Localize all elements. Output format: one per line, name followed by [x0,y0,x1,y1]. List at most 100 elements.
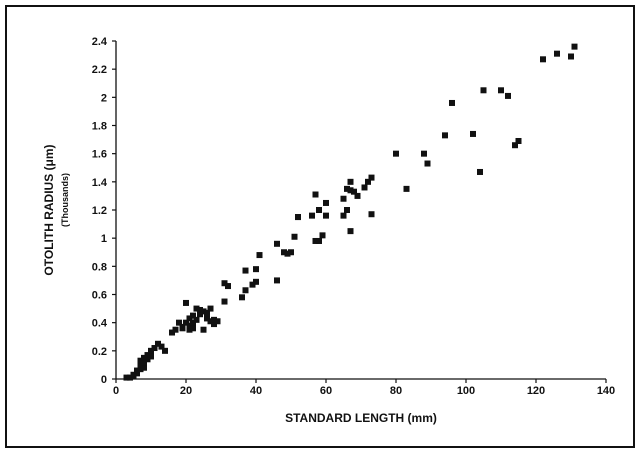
data-point [470,130,476,137]
data-point [498,87,504,94]
data-point [148,353,154,360]
data-point [211,316,217,323]
data-point [249,281,256,288]
data-point [204,309,210,316]
data-point [368,174,375,181]
x-tick-label: 40 [250,385,262,397]
data-point [197,306,203,313]
plot-area: 0 20 40 60 80 100 120 140 0 0.2 0.4 0.6 0.8 1 1.2 1.4 1.… [92,36,615,397]
data-point [176,319,182,326]
data-point [141,354,147,361]
y-tick-label: 1.6 [92,149,107,161]
data-point [183,299,189,306]
y-tick-label: 2.4 [92,36,108,48]
data-point [312,191,319,198]
x-tick-label: 140 [597,385,615,397]
data-point [207,318,214,325]
data-point [368,211,375,218]
data-point [183,319,189,326]
x-tick-label: 100 [457,385,475,397]
data-point [123,374,130,381]
data-point [361,184,368,191]
data-point [421,150,427,157]
data-point [515,137,522,144]
data-point [144,356,151,363]
data-point [137,366,144,373]
data-point [130,371,137,378]
data-point [393,150,399,157]
y-tick-label: 0.4 [92,318,108,330]
data-point [211,321,217,328]
data-point [347,228,354,235]
data-point [312,237,319,244]
data-point [442,132,448,139]
data-point [505,92,511,99]
y-tick-label: 1.4 [92,177,108,189]
data-point [253,278,259,285]
data-point [193,305,200,312]
data-point [190,325,196,332]
data-point [281,249,287,256]
data-point [162,347,168,354]
x-tick-label: 0 [113,385,119,397]
data-point [309,212,315,219]
data-point [221,298,228,305]
data-point [197,311,203,318]
data-point [540,56,546,63]
data-point [144,352,151,359]
data-point [193,316,200,323]
data-point [319,232,326,239]
data-point [403,185,410,192]
data-point [137,357,144,364]
data-point [186,322,193,329]
data-point [288,249,294,256]
data-point [477,168,483,175]
y-tick-label: 1 [101,233,107,245]
data-point [225,283,231,290]
data-point [155,340,161,347]
data-point [239,294,245,301]
data-point [151,345,158,352]
y-tick-label: 0 [101,374,107,386]
data-point [512,142,518,149]
data-point [214,318,221,325]
data-point [186,326,193,333]
data-point [190,319,196,326]
data-point [141,364,147,371]
x-tick-label: 80 [390,385,402,397]
data-point [256,252,263,259]
data-point [291,233,298,240]
data-point [571,43,578,50]
data-point [141,359,147,366]
data-point [242,267,249,274]
data-point [344,185,350,192]
data-point [207,305,214,312]
data-point [137,361,144,368]
data-point [568,53,574,60]
data-point [340,195,347,202]
data-point [274,277,280,284]
y-tick-label: 0.2 [92,346,107,358]
data-point [200,326,207,333]
y-tick-label: 2 [101,92,107,104]
data-point [449,99,455,106]
data-point [323,199,329,206]
data-point [172,326,179,333]
x-tick-label: 60 [320,385,332,397]
y-tick-label: 1.8 [92,121,107,133]
data-point [274,240,280,247]
data-point [354,192,361,199]
x-axis-label: STANDARD LENGTH (mm) [285,411,437,425]
y-tick-label: 2.2 [92,64,107,76]
y-tick-label: 0.8 [92,261,107,273]
data-point [148,347,154,354]
data-point [158,343,165,350]
data-point [200,308,207,315]
chart-frame [5,5,635,448]
data-point [480,87,487,94]
data-point [365,178,371,185]
data-point [347,187,354,194]
data-point [186,315,193,322]
data-point [554,50,560,57]
data-point [253,266,259,273]
